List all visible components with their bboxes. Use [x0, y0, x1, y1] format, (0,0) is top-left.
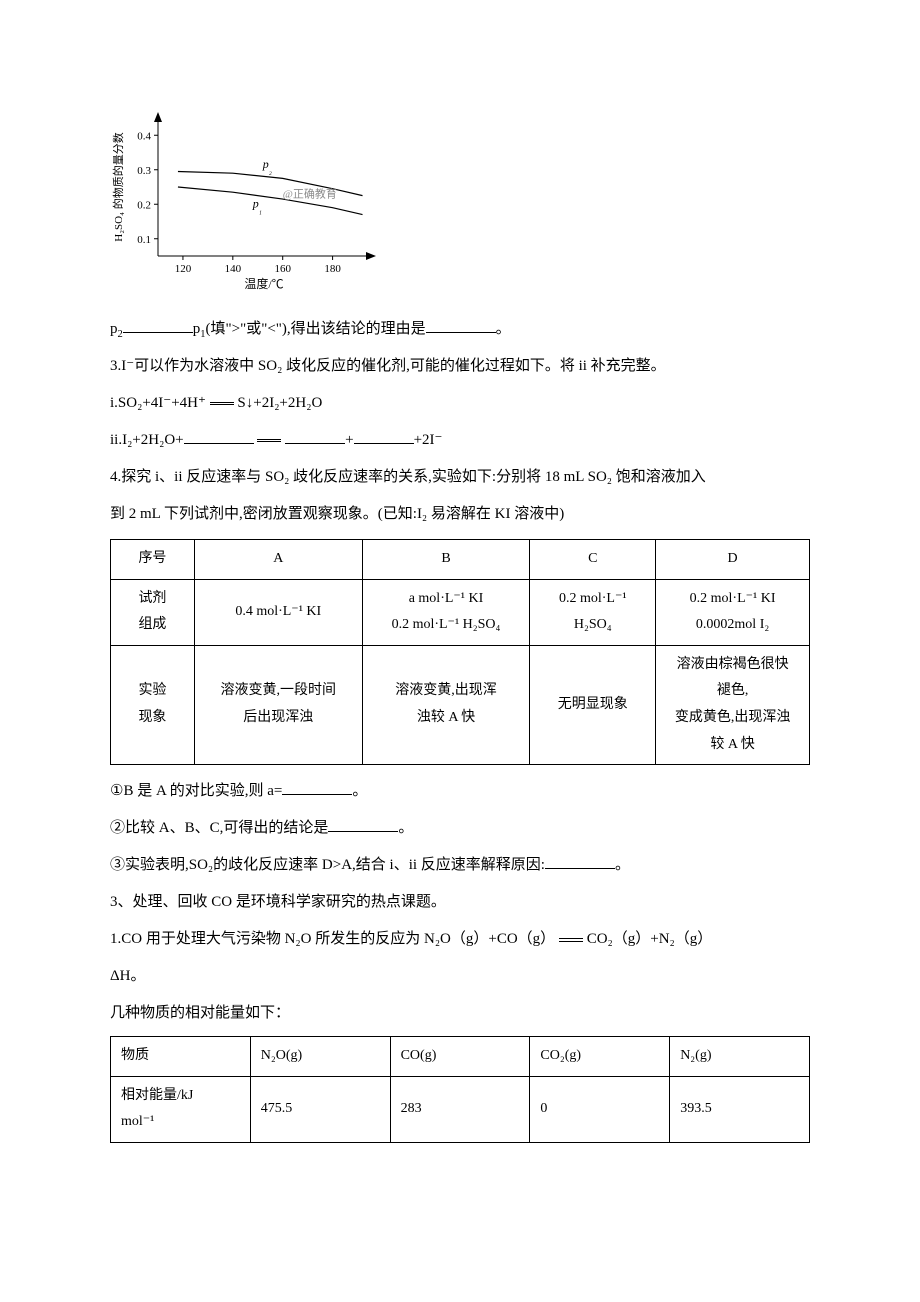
table-cell: 283	[390, 1076, 530, 1142]
table-cell: 0.2 mol·L⁻¹H₂SO₄	[530, 579, 656, 645]
table-header: A	[194, 540, 362, 580]
svg-text:p₂: p₂	[262, 157, 272, 175]
table-cell: 475.5	[250, 1076, 390, 1142]
svg-text:0.2: 0.2	[137, 199, 151, 211]
blank-fill	[354, 428, 414, 444]
svg-text:180: 180	[324, 263, 341, 275]
p2-symbol: p2	[110, 321, 123, 337]
svg-text:120: 120	[175, 263, 192, 275]
table-cell: a mol·L⁻¹ KI0.2 mol·L⁻¹ H₂SO₄	[362, 579, 530, 645]
q4-1-end: 。	[352, 783, 367, 799]
table-cell: 溶液变黄,一段时间后出现浑浊	[194, 645, 362, 764]
line-chart-svg: 0.1 0.2 0.3 0.4 120 140 160 180 温度/℃ H₂SO₄ 的物质的量分…	[110, 110, 380, 290]
equilibrium-icon	[559, 932, 583, 947]
table-cell: 393.5	[670, 1076, 810, 1142]
table-cell: 无明显现象	[530, 645, 656, 764]
table-header: D	[656, 540, 810, 580]
table-row-label: 相对能量/kJmol⁻¹	[111, 1076, 251, 1142]
table-header: CO₂(g)	[530, 1037, 670, 1077]
blank-fill	[545, 853, 615, 869]
table-cell: 0.4 mol·L⁻¹ KI	[194, 579, 362, 645]
svg-text:0.3: 0.3	[137, 165, 151, 177]
q3-ii-tail: +2I⁻	[414, 432, 443, 448]
q3c-1-line: 1.CO 用于处理大气污染物 N₂O 所发生的反应为 N₂O（g）+CO（g） …	[110, 923, 810, 956]
blank-fill	[328, 816, 398, 832]
experiment-table: 序号ABCD 试剂组成0.4 mol·L⁻¹ KIa mol·L⁻¹ KI0.2 …	[110, 539, 810, 765]
table-header: 序号	[111, 540, 195, 580]
q4-sub2: ②比较 A、B、C,可得出的结论是 。	[110, 812, 810, 845]
table-row-label: 实验现象	[111, 645, 195, 764]
svg-text:160: 160	[274, 263, 291, 275]
table-header: N₂(g)	[670, 1037, 810, 1077]
blank-fill	[285, 428, 345, 444]
q3-eq-ii: ii.I₂+2H₂O+ ++2I⁻	[110, 424, 810, 457]
section3-title: 3、处理、回收 CO 是环境科学家研究的热点课题。	[110, 886, 810, 919]
table-header: N₂O(g)	[250, 1037, 390, 1077]
svg-text:140: 140	[225, 263, 242, 275]
svg-text:温度/℃: 温度/℃	[244, 276, 283, 290]
p1-symbol: p1	[193, 321, 206, 337]
table-row-label: 试剂组成	[111, 579, 195, 645]
table-header: B	[362, 540, 530, 580]
table-cell: 0	[530, 1076, 670, 1142]
svg-text:@正确教育: @正确教育	[283, 186, 337, 200]
q3c-1-sub: 几种物质的相对能量如下：	[110, 997, 810, 1030]
blank-fill	[184, 428, 254, 444]
q4-sub3: ③实验表明,SO₂的歧化反应速率 D>A,结合 i、ii 反应速率解释原因: 。	[110, 849, 810, 882]
table-header: CO(g)	[390, 1037, 530, 1077]
q4-1-text: ①B 是 A 的对比实验,则 a=	[110, 783, 282, 799]
svg-text:H₂SO₄ 的物质的量分数: H₂SO₄ 的物质的量分数	[111, 132, 125, 241]
q4-2-end: 。	[398, 820, 413, 836]
q3c-1b: CO₂（g）+N₂（g）	[587, 931, 713, 947]
q4-intro-b: 到 2 mL 下列试剂中,密闭放置观察现象。(已知:I₂ 易溶解在 KI 溶液中…	[110, 498, 810, 531]
equals-long-icon	[210, 396, 234, 411]
table-cell: 0.2 mol·L⁻¹ KI0.0002mol I₂	[656, 579, 810, 645]
q3c-1a: 1.CO 用于处理大气污染物 N₂O 所发生的反应为 N₂O（g）+CO（g）	[110, 931, 555, 947]
q3-i-rhs: S↓+2I₂+2H₂O	[237, 395, 322, 411]
svg-text:0.4: 0.4	[137, 130, 151, 142]
q4-sub1: ①B 是 A 的对比实验,则 a= 。	[110, 775, 810, 808]
chart-figure: 0.1 0.2 0.3 0.4 120 140 160 180 温度/℃ H₂SO₄ 的物质的量分…	[110, 110, 810, 303]
q2-period: 。	[496, 321, 511, 337]
q2-paren-text: (填">"或"<"),得出该结论的理由是	[206, 321, 426, 337]
q3-i-lhs: i.SO₂+4I⁻+4H⁺	[110, 395, 206, 411]
q4-intro-a: 4.探究 i、ii 反应速率与 SO₂ 歧化反应速率的关系,实验如下:分别将 1…	[110, 461, 810, 494]
q3-intro: 3.I⁻可以作为水溶液中 SO₂ 歧化反应的催化剂,可能的催化过程如下。将 ii…	[110, 350, 810, 383]
q3-eq-i: i.SO₂+4I⁻+4H⁺ S↓+2I₂+2H₂O	[110, 387, 810, 420]
energy-table: 物质N₂O(g)CO(g)CO₂(g)N₂(g) 相对能量/kJmol⁻¹475.…	[110, 1036, 810, 1143]
q3-ii-lhs: ii.I₂+2H₂O+	[110, 432, 184, 448]
equals-long-icon	[257, 433, 281, 448]
table-header: C	[530, 540, 656, 580]
svg-text:p₁: p₁	[252, 197, 262, 215]
blank-fill	[282, 779, 352, 795]
q2-compare-line: p2 p1(填">"或"<"),得出该结论的理由是 。	[110, 313, 810, 346]
table-cell: 溶液变黄,出现浑浊较 A 快	[362, 645, 530, 764]
q4-2-text: ②比较 A、B、C,可得出的结论是	[110, 820, 328, 836]
blank-fill	[426, 317, 496, 333]
q4-3-text: ③实验表明,SO₂的歧化反应速率 D>A,结合 i、ii 反应速率解释原因:	[110, 857, 545, 873]
q3c-1-dh: ΔH。	[110, 960, 810, 993]
table-cell: 溶液由棕褐色很快褪色,变成黄色,出现浑浊较 A 快	[656, 645, 810, 764]
svg-text:0.1: 0.1	[137, 234, 151, 246]
q4-3-end: 。	[615, 857, 630, 873]
document-page: 0.1 0.2 0.3 0.4 120 140 160 180 温度/℃ H₂SO₄ 的物质的量分…	[0, 0, 920, 1302]
blank-fill	[123, 317, 193, 333]
table-header: 物质	[111, 1037, 251, 1077]
